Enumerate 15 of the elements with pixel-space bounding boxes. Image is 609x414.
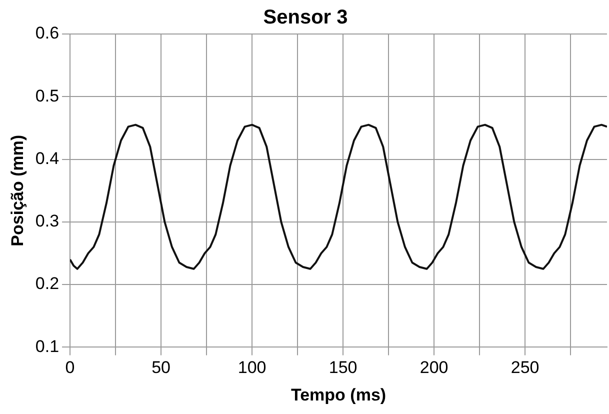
x-tick-label: 0 bbox=[65, 358, 75, 378]
x-tick-label: 250 bbox=[510, 358, 540, 378]
y-tick-label: 0.3 bbox=[35, 212, 60, 231]
x-tick-label: 150 bbox=[328, 358, 358, 378]
y-tick-label: 0.2 bbox=[35, 274, 60, 294]
y-tick-label: 0.4 bbox=[35, 148, 60, 168]
y-tick-label: 0.1 bbox=[35, 336, 60, 356]
y-axis-title: Posição (mm) bbox=[8, 134, 27, 246]
y-tick-label: 0.6 bbox=[35, 24, 60, 43]
x-tick-label: 200 bbox=[420, 358, 448, 378]
x-tick-label: 100 bbox=[238, 358, 266, 378]
x-tick-label: 50 bbox=[152, 358, 171, 378]
chart-title: Sensor 3 bbox=[263, 6, 348, 29]
y-tick-label: 0.5 bbox=[35, 86, 60, 106]
x-axis-title: Tempo (ms) bbox=[290, 385, 386, 404]
